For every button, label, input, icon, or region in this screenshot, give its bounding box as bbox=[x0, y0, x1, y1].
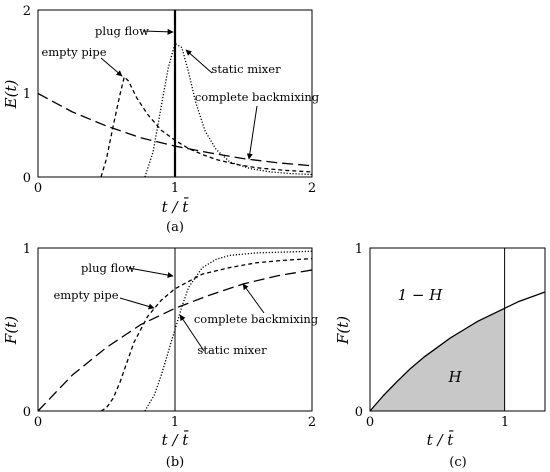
panel-c-series-f-t bbox=[369, 291, 546, 412]
panel-a-arrow-empty-pipe bbox=[100, 57, 123, 77]
panel-a-ytick-1: 1 bbox=[23, 87, 31, 102]
panel-b-xtick-1: 1 bbox=[171, 415, 179, 430]
panel-a-xlabel: t / t̄ bbox=[162, 198, 190, 216]
panel-b-arrow-static-mixer bbox=[179, 314, 205, 352]
panel-b-series-complete-backmixing bbox=[37, 269, 313, 412]
panel-a-annotation-empty-pipe: empty pipe bbox=[41, 45, 106, 59]
panel-a-xtick-2: 2 bbox=[308, 181, 316, 196]
panel-a-arrow-complete-backmixing bbox=[246, 105, 258, 160]
panel-c-xtick-0: 0 bbox=[366, 415, 374, 430]
panel-b-series-empty-pipe bbox=[100, 257, 313, 412]
panel-b-ytick-0: 0 bbox=[23, 405, 31, 420]
panel-a-ytick-2: 2 bbox=[23, 4, 31, 19]
panel-a-xtick-1: 1 bbox=[171, 181, 179, 196]
panel-a-xtick-0: 0 bbox=[34, 181, 42, 196]
panel-b-label: (b) bbox=[166, 455, 184, 470]
panel-c-shaded-area-h bbox=[370, 308, 505, 411]
panel-b-frame bbox=[37, 247, 313, 412]
panel-c-ylabel: F(t) bbox=[334, 316, 352, 345]
panel-a-annotation-static-mixer: static mixer bbox=[211, 62, 281, 76]
panel-a-series-static-mixer bbox=[144, 42, 313, 178]
panel-c-xlabel: t / t̄ bbox=[427, 431, 455, 449]
panel-c-label-h: H bbox=[447, 368, 462, 386]
panel-a-series-empty-pipe bbox=[100, 76, 313, 178]
panel-b-xtick-0: 0 bbox=[34, 415, 42, 430]
panel-a: 2 1 0 0 1 2 t / t̄ E(t) (a) plug flow em… bbox=[2, 4, 320, 235]
panel-c-xtick-1: 1 bbox=[501, 415, 509, 430]
panel-a-ytick-0: 0 bbox=[23, 171, 31, 186]
panel-a-annotation-complete-backmixing: complete backmixing bbox=[195, 90, 320, 104]
panel-b-annotation-empty-pipe: empty pipe bbox=[53, 288, 118, 302]
panel-c-frame bbox=[369, 247, 546, 412]
panel-a-arrow-plug-flow bbox=[142, 28, 174, 35]
panel-a-arrow-static-mixer bbox=[185, 49, 213, 74]
panel-b-arrow-plug-flow bbox=[128, 267, 174, 278]
panel-a-frame bbox=[37, 9, 313, 178]
panel-c: 1 0 0 1 t / t̄ F(t) (c) 1 − H H bbox=[334, 242, 546, 470]
panel-b-ylabel: F(t) bbox=[2, 316, 20, 345]
panel-b-annotation-static-mixer: static mixer bbox=[197, 343, 267, 357]
panel-b-arrow-complete-backmixing bbox=[242, 283, 265, 314]
panel-b: 1 0 0 1 2 t / t̄ F(t) (b) plug flow empt… bbox=[2, 242, 319, 470]
panel-c-label: (c) bbox=[449, 455, 466, 470]
panel-b-ytick-1: 1 bbox=[23, 242, 31, 257]
panel-a-label: (a) bbox=[166, 220, 184, 235]
panel-b-annotation-complete-backmixing: complete backmixing bbox=[194, 312, 319, 326]
panel-c-label-one-minus-h: 1 − H bbox=[398, 286, 444, 304]
panel-a-ylabel: E(t) bbox=[2, 80, 20, 110]
panel-a-annotation-plug-flow: plug flow bbox=[95, 24, 149, 38]
panel-b-xtick-2: 2 bbox=[308, 415, 316, 430]
panel-c-marks bbox=[369, 248, 546, 412]
panel-a-marks bbox=[37, 10, 313, 178]
panel-c-ytick-0: 0 bbox=[355, 405, 363, 420]
panel-b-series-static-mixer bbox=[144, 250, 313, 412]
panel-b-xlabel: t / t̄ bbox=[162, 431, 190, 449]
panel-b-marks bbox=[37, 248, 313, 412]
panel-b-arrow-empty-pipe bbox=[119, 297, 155, 310]
panel-c-ytick-1: 1 bbox=[355, 242, 363, 257]
panel-b-annotation-plug-flow: plug flow bbox=[81, 261, 135, 275]
